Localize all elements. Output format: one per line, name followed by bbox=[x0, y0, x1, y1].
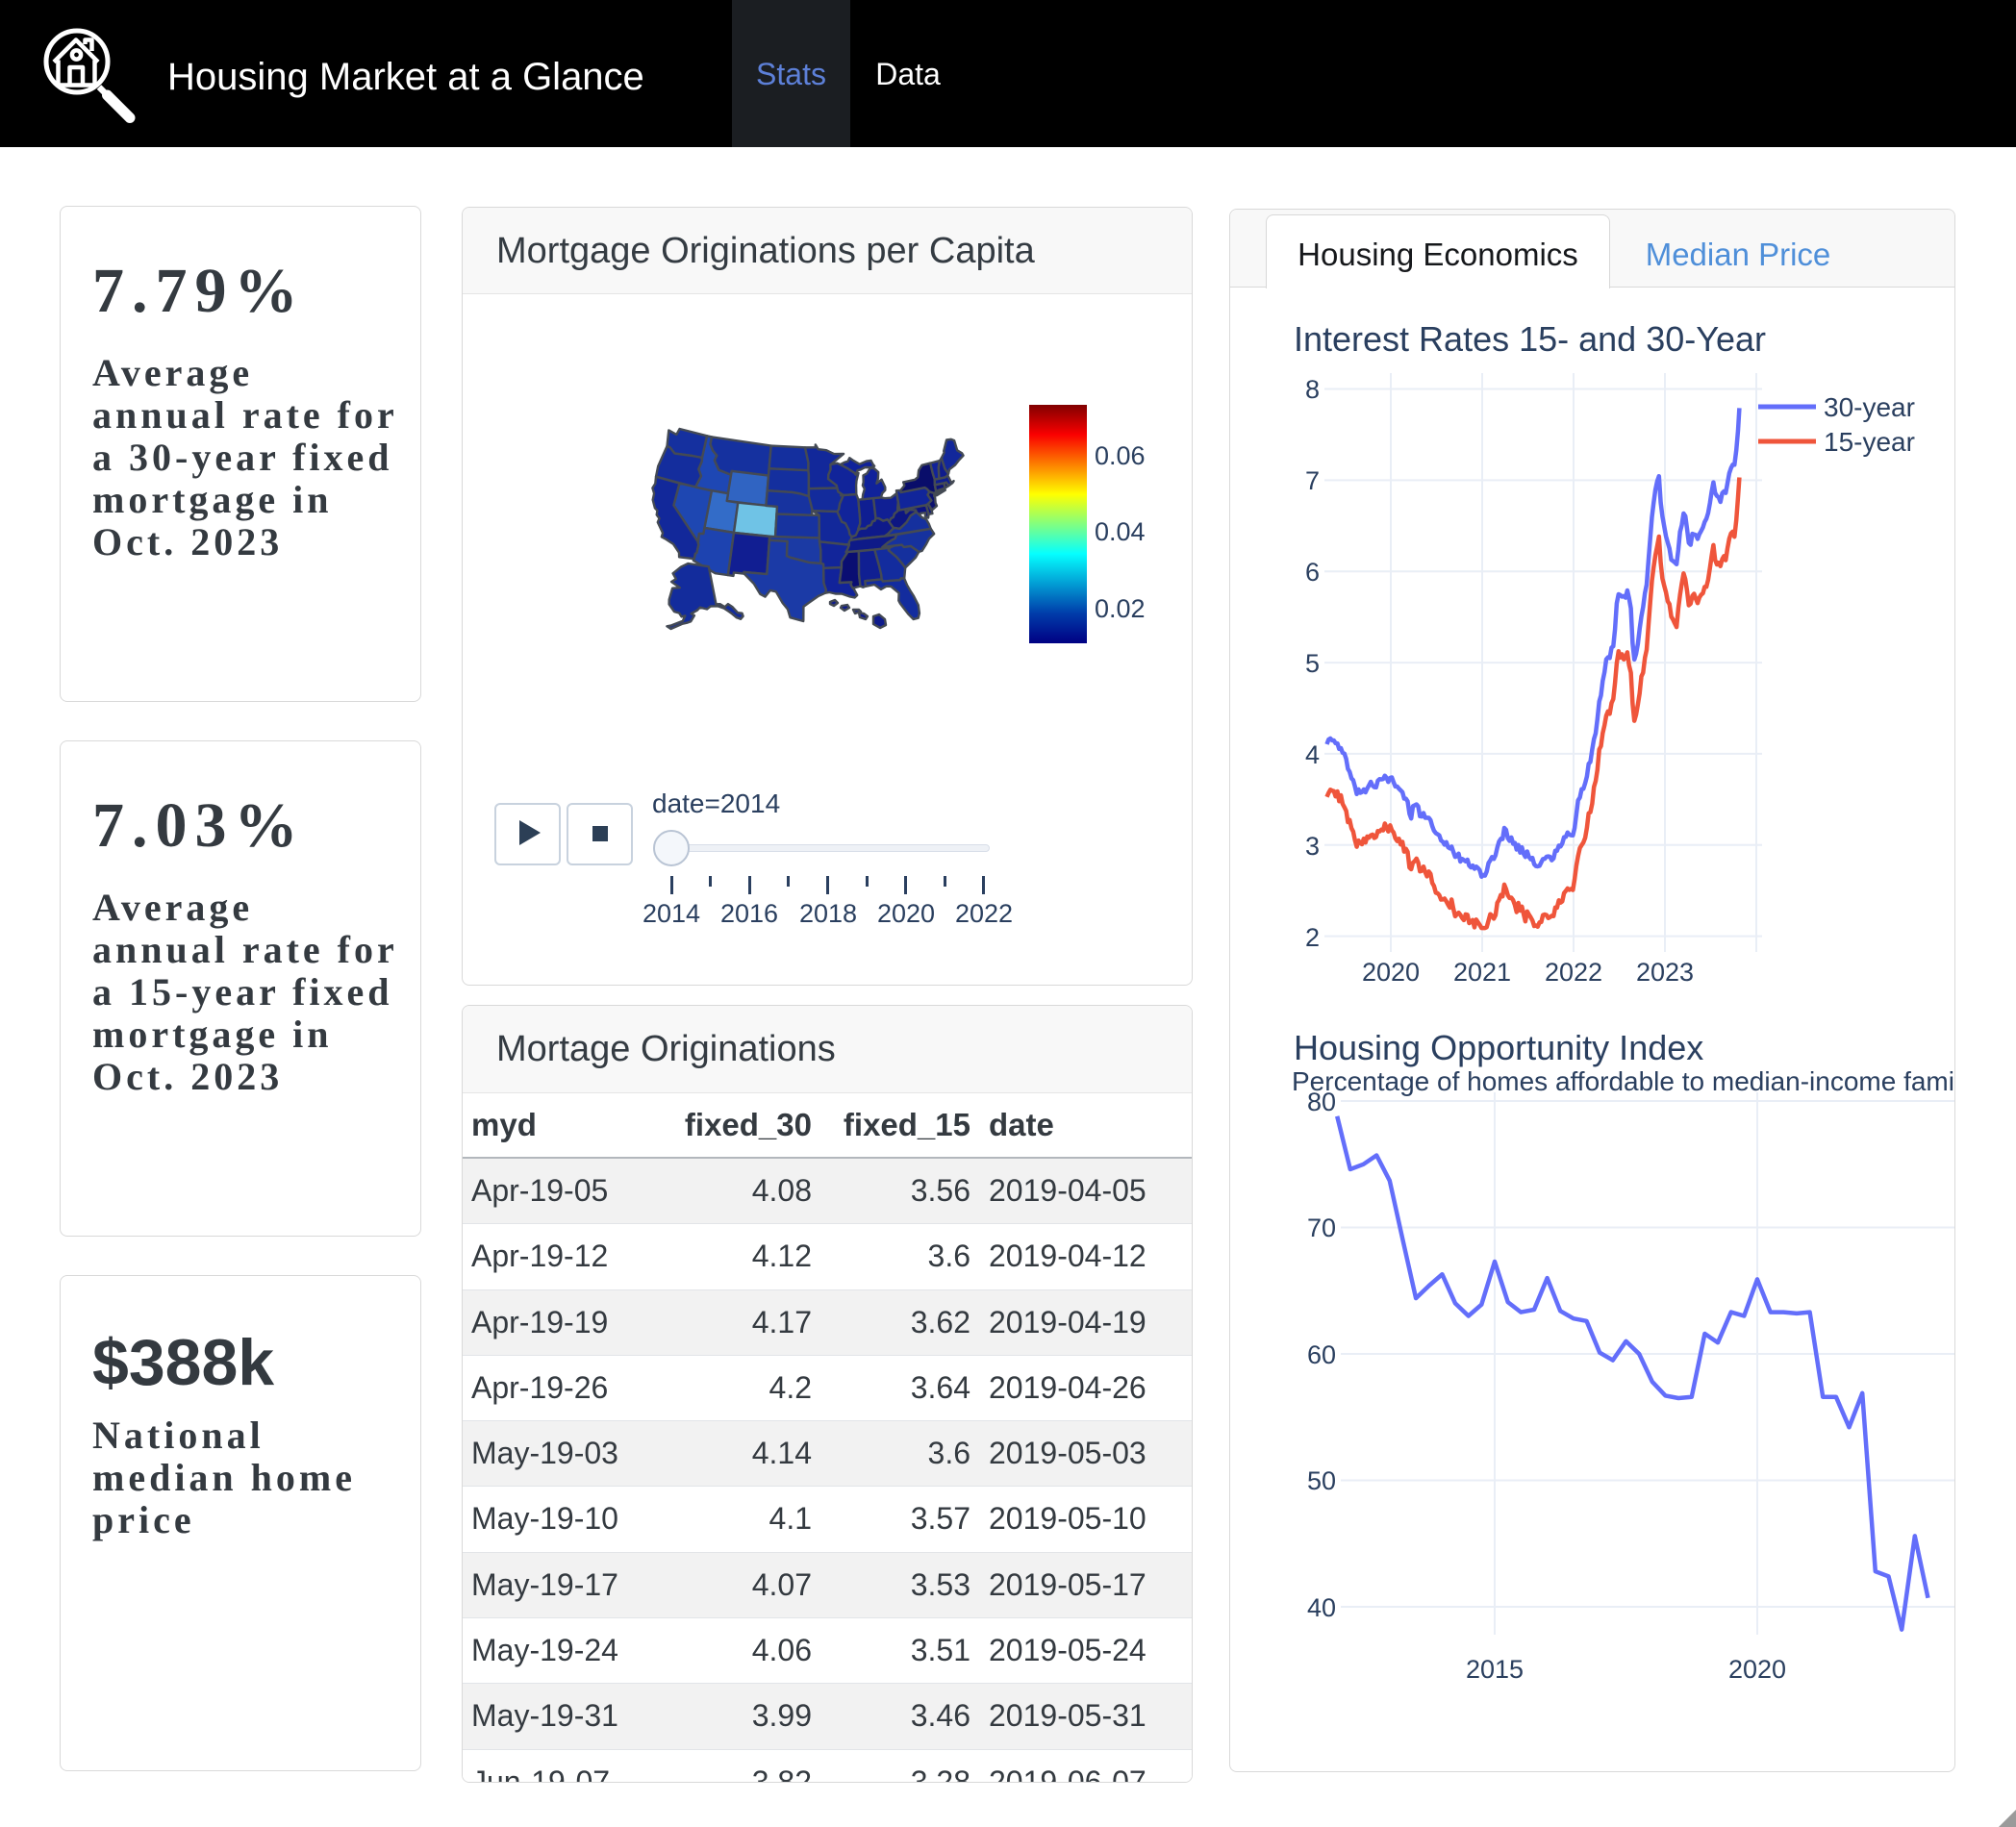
svg-text:Percentage of homes affordable: Percentage of homes affordable to median… bbox=[1292, 1066, 1954, 1096]
svg-text:2022: 2022 bbox=[1545, 958, 1602, 987]
svg-text:4: 4 bbox=[1305, 740, 1320, 769]
svg-text:2: 2 bbox=[1305, 923, 1320, 952]
svg-text:40: 40 bbox=[1307, 1593, 1336, 1622]
svg-text:Interest Rates 15- and 30-Year: Interest Rates 15- and 30-Year bbox=[1294, 319, 1766, 359]
svg-text:15-year: 15-year bbox=[1824, 427, 1915, 457]
svg-text:0.06: 0.06 bbox=[1095, 441, 1146, 470]
svg-text:60: 60 bbox=[1307, 1340, 1336, 1369]
svg-text:2023: 2023 bbox=[1636, 958, 1694, 987]
svg-text:2021: 2021 bbox=[1453, 958, 1511, 987]
svg-text:8: 8 bbox=[1305, 375, 1320, 404]
svg-text:0.04: 0.04 bbox=[1095, 517, 1146, 546]
svg-text:2020: 2020 bbox=[1728, 1655, 1786, 1684]
svg-text:70: 70 bbox=[1307, 1214, 1336, 1242]
svg-text:2020: 2020 bbox=[1362, 958, 1420, 987]
svg-text:6: 6 bbox=[1305, 558, 1320, 587]
svg-text:0.02: 0.02 bbox=[1095, 594, 1146, 623]
svg-text:30-year: 30-year bbox=[1824, 392, 1915, 422]
svg-text:80: 80 bbox=[1307, 1088, 1336, 1116]
svg-text:3: 3 bbox=[1305, 832, 1320, 861]
svg-text:Housing Opportunity Index: Housing Opportunity Index bbox=[1294, 1028, 1703, 1067]
svg-text:2015: 2015 bbox=[1466, 1655, 1524, 1684]
svg-text:50: 50 bbox=[1307, 1466, 1336, 1495]
svg-text:7: 7 bbox=[1305, 466, 1320, 495]
svg-text:5: 5 bbox=[1305, 649, 1320, 678]
